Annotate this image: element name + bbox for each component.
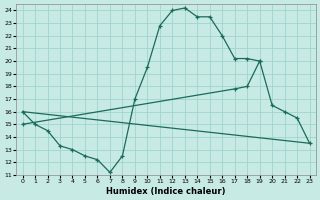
X-axis label: Humidex (Indice chaleur): Humidex (Indice chaleur) <box>106 187 226 196</box>
